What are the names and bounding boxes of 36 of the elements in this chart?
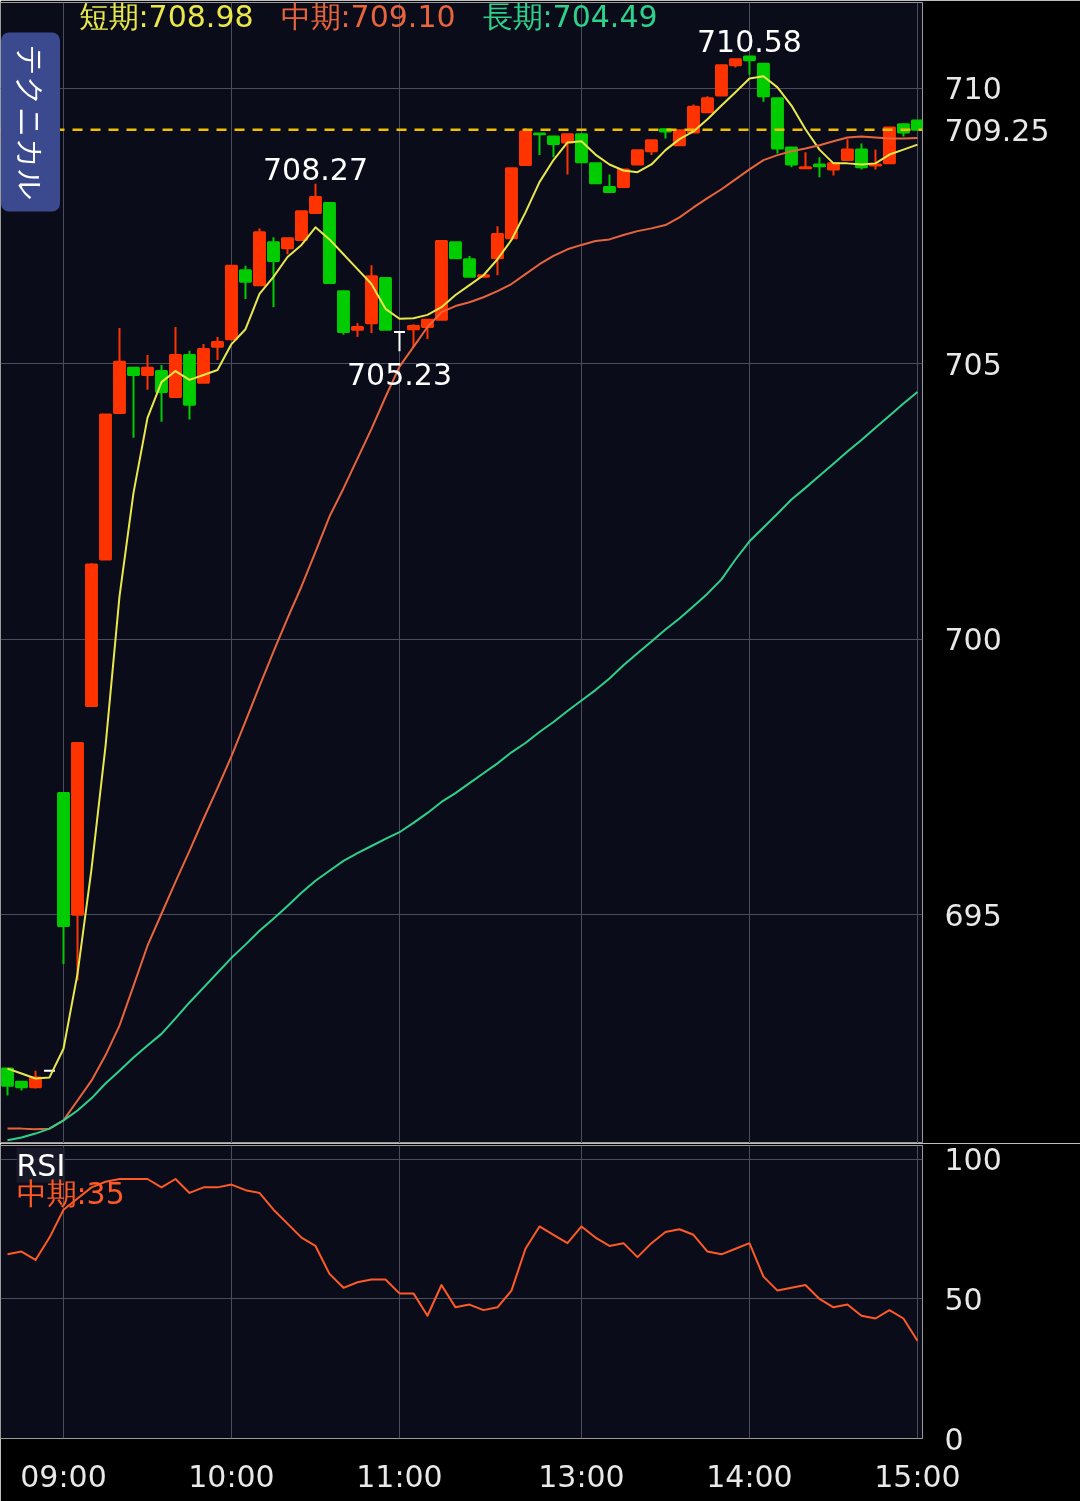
x-tick-label: 15:00 <box>874 1458 961 1494</box>
annotation: テクニカル <box>13 44 48 200</box>
text: 短期:708.98 <box>78 0 254 34</box>
y-tick-label: 700 <box>944 622 1002 658</box>
candlestick <box>463 254 476 278</box>
y-tick-label: 0 <box>944 1421 964 1457</box>
candlestick <box>533 132 546 157</box>
candlestick <box>869 148 882 171</box>
candlestick <box>589 162 602 185</box>
candlestick <box>127 366 140 439</box>
x-tick-label: 13:00 <box>538 1458 625 1494</box>
annotation: 708.27 <box>263 151 368 187</box>
text: 中期:709.10 <box>280 0 456 34</box>
x-tick-label: 11:00 <box>356 1458 443 1494</box>
candlestick <box>267 236 280 309</box>
ref-line-label: 709.25 <box>944 112 1050 148</box>
y-tick-label: 695 <box>944 897 1002 933</box>
annotation: 710.58 <box>696 24 802 60</box>
y-tick-label: 50 <box>944 1281 983 1317</box>
candlestick <box>547 135 560 159</box>
candlestick <box>393 330 406 353</box>
y-tick-label: 705 <box>944 346 1002 382</box>
candlestick <box>743 55 756 76</box>
candlestick <box>211 335 224 362</box>
candlestick <box>141 354 154 391</box>
candlestick <box>239 264 252 300</box>
line-series <box>6 1177 919 1342</box>
y-tick-label: 710 <box>944 71 1002 107</box>
x-tick-label: 09:00 <box>20 1458 107 1494</box>
y-tick-label: 100 <box>944 1142 1002 1178</box>
candlestick <box>841 138 854 162</box>
x-tick-label: 10:00 <box>188 1458 275 1494</box>
text: 長期:704.49 <box>482 0 658 34</box>
line-series <box>6 391 919 1142</box>
x-tick-label: 14:00 <box>706 1458 793 1494</box>
candlestick <box>813 156 826 179</box>
